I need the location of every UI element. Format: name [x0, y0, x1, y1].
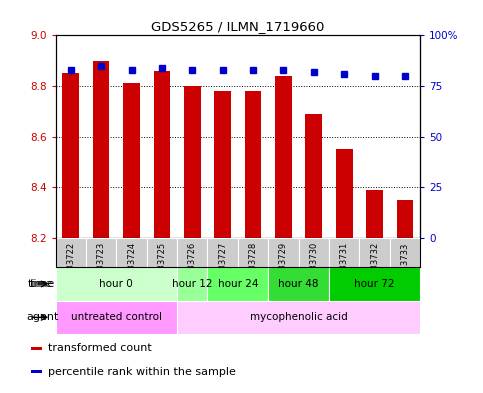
- Bar: [177, 301, 420, 334]
- Bar: [268, 267, 329, 301]
- Text: agent: agent: [27, 312, 59, 322]
- Text: GSM1133722: GSM1133722: [66, 242, 75, 298]
- Text: time: time: [29, 279, 55, 289]
- Text: mycophenolic acid: mycophenolic acid: [250, 312, 348, 322]
- Text: GSM1133727: GSM1133727: [218, 242, 227, 298]
- Text: GSM1133729: GSM1133729: [279, 242, 288, 298]
- Bar: [390, 238, 420, 267]
- Text: GSM1133726: GSM1133726: [188, 242, 197, 298]
- Text: GSM1133732: GSM1133732: [370, 242, 379, 298]
- Bar: [214, 91, 231, 238]
- Bar: [268, 238, 298, 267]
- Bar: [238, 238, 268, 267]
- Text: GSM1133733: GSM1133733: [400, 242, 410, 299]
- Text: hour 0: hour 0: [99, 279, 133, 289]
- Bar: [62, 73, 79, 238]
- Bar: [329, 238, 359, 267]
- Bar: [56, 301, 177, 334]
- Bar: [336, 149, 353, 238]
- Bar: [298, 238, 329, 267]
- Bar: [93, 61, 110, 238]
- Text: GSM1133730: GSM1133730: [309, 242, 318, 298]
- Bar: [123, 83, 140, 238]
- Bar: [56, 267, 177, 301]
- Bar: [154, 71, 170, 238]
- Text: untreated control: untreated control: [71, 312, 162, 322]
- Bar: [305, 114, 322, 238]
- Text: GSM1133731: GSM1133731: [340, 242, 349, 298]
- Bar: [275, 76, 292, 238]
- Text: hour 24: hour 24: [218, 279, 258, 289]
- Text: GSM1133724: GSM1133724: [127, 242, 136, 298]
- Bar: [56, 238, 86, 267]
- Bar: [177, 267, 208, 301]
- Bar: [366, 190, 383, 238]
- Text: GSM1133728: GSM1133728: [249, 242, 257, 298]
- Bar: [245, 91, 261, 238]
- Bar: [208, 238, 238, 267]
- Text: hour 72: hour 72: [355, 279, 395, 289]
- Bar: [359, 238, 390, 267]
- Text: hour 48: hour 48: [278, 279, 319, 289]
- Text: time: time: [28, 279, 53, 289]
- Text: GSM1133723: GSM1133723: [97, 242, 106, 298]
- Text: percentile rank within the sample: percentile rank within the sample: [48, 367, 236, 377]
- Bar: [147, 238, 177, 267]
- Bar: [116, 238, 147, 267]
- Bar: [329, 267, 420, 301]
- Bar: [397, 200, 413, 238]
- Title: GDS5265 / ILMN_1719660: GDS5265 / ILMN_1719660: [151, 20, 325, 33]
- Bar: [86, 238, 116, 267]
- Text: transformed count: transformed count: [48, 343, 152, 353]
- Bar: [30, 347, 43, 350]
- Text: GSM1133725: GSM1133725: [157, 242, 167, 298]
- Bar: [208, 267, 268, 301]
- Bar: [30, 370, 43, 373]
- Bar: [177, 238, 208, 267]
- Bar: [184, 86, 200, 238]
- Text: hour 12: hour 12: [172, 279, 213, 289]
